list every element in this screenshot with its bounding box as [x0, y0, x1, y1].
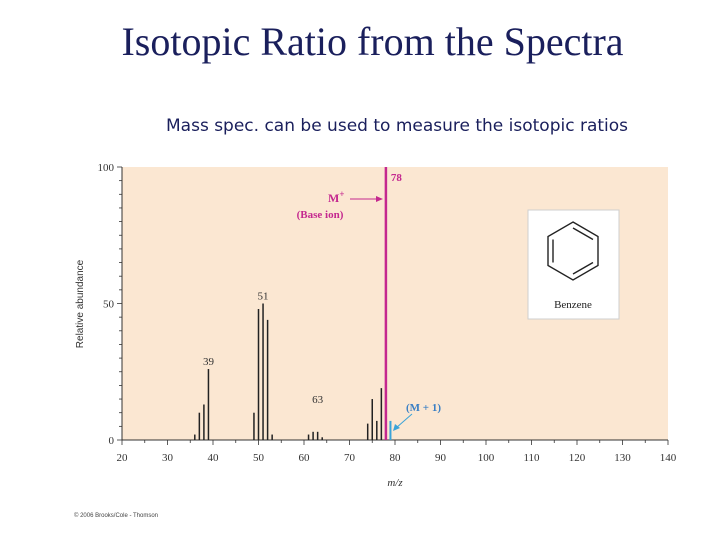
m-text: M: [328, 191, 339, 205]
x-tick-label: 80: [390, 452, 402, 464]
benzene-ring-icon: [547, 221, 599, 281]
x-tick-label: 40: [208, 452, 220, 464]
x-tick-label: 130: [614, 452, 631, 464]
base-ion-m-label: M+: [328, 189, 344, 205]
y-axis-label: Relative abundance: [75, 259, 86, 348]
y-tick-label: 100: [98, 162, 115, 174]
x-tick-label: 30: [162, 452, 174, 464]
peak-label: 51: [258, 291, 269, 303]
peaks: [194, 167, 392, 440]
base-ion-text: (Base ion): [297, 209, 344, 221]
m-plus-1-arrow: [395, 413, 413, 429]
x-axis: 20 30 40 50 60 70 80 90 100 110 120 130 140: [117, 439, 677, 464]
x-tick-label: 140: [660, 452, 677, 464]
x-tick-label: 50: [253, 452, 265, 464]
benzene-inset: Benzene: [527, 209, 620, 320]
copyright-notice: © 2006 Brooks/Cole - Thomson: [74, 513, 159, 519]
slide-title: Isotopic Ratio from the Spectra: [121, 19, 624, 64]
m-plus-1-arrowhead: [393, 424, 400, 431]
y-tick-label: 50: [103, 299, 115, 311]
x-tick-label: 120: [569, 452, 586, 464]
peak-label: 39: [203, 356, 215, 368]
peak-label: 63: [312, 394, 324, 406]
x-tick-label: 100: [478, 452, 495, 464]
slide-subtitle: Mass spec. can be used to measure the is…: [166, 116, 629, 136]
m-plus-1-label: (M + 1): [406, 402, 441, 414]
x-tick-label: 70: [344, 452, 356, 464]
x-tick-label: 60: [299, 452, 311, 464]
x-tick-label: 110: [523, 452, 540, 464]
x-tick-label: 90: [435, 452, 447, 464]
x-tick-label: 20: [117, 452, 129, 464]
m-superscript: +: [339, 189, 344, 199]
peak-label: 78: [391, 172, 403, 184]
y-tick-label: 0: [109, 435, 115, 447]
y-axis: 0 50 100: [98, 162, 123, 447]
peak-labels: 39 51 63 78: [203, 172, 402, 406]
x-axis-label: m/z: [387, 477, 403, 489]
base-ion-arrowhead: [376, 196, 383, 202]
base-ion-annotation: M+ (Base ion): [297, 189, 383, 221]
benzene-label: Benzene: [554, 299, 592, 311]
m-plus-1-annotation: (M + 1): [393, 402, 441, 431]
